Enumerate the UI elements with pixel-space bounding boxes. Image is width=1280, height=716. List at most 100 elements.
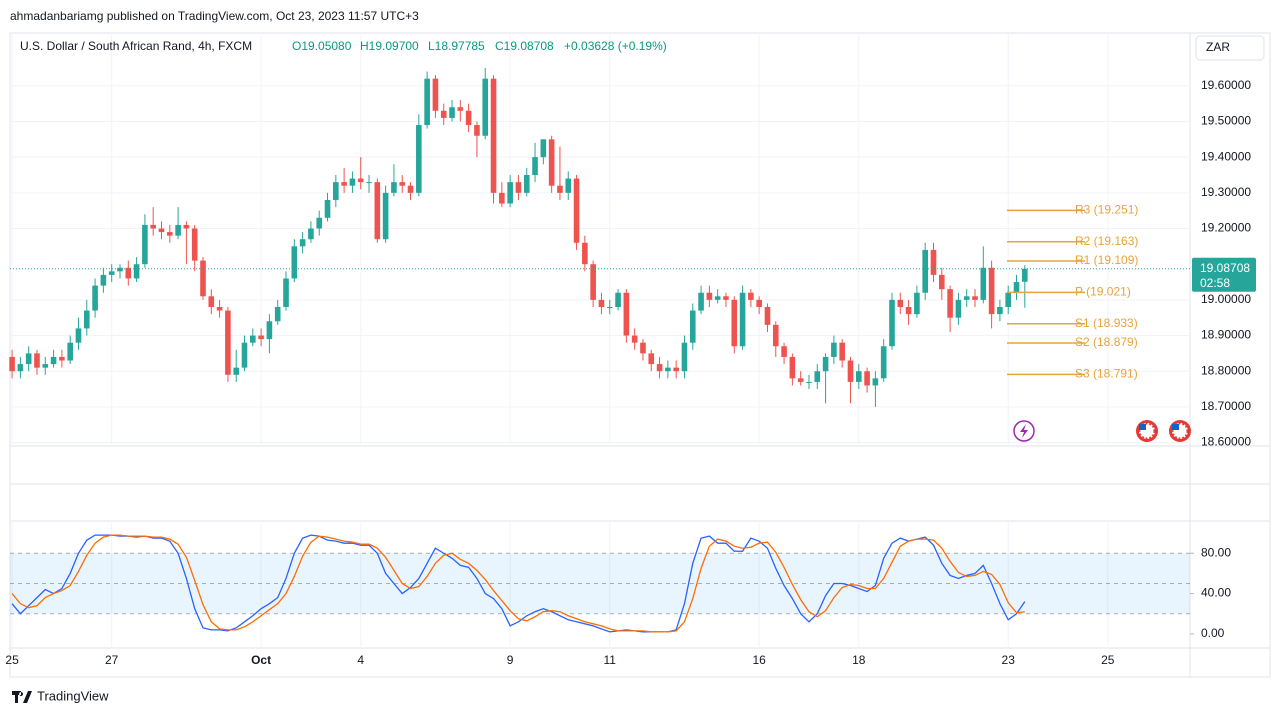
candle-body [449,107,455,118]
candle-body [772,324,779,347]
candle-body [299,239,306,247]
candle-body [963,296,970,300]
candle-body [897,299,904,307]
candle-body [640,342,646,354]
symbol-title: U.S. Dollar / South African Rand, 4h, FX… [20,39,252,53]
candle-body [731,299,738,347]
candle-body [548,139,555,186]
candle-body [806,381,812,383]
x-tick-label: 27 [105,653,119,667]
candle-body [698,292,704,311]
grid [10,33,1194,648]
candle-body [432,78,439,111]
candle-body [523,174,530,193]
indicator-line [11,534,1025,633]
candle-body [673,367,679,372]
candle-body [250,335,256,343]
candle-body [474,125,480,136]
candle-body [922,249,928,293]
candle-body [515,182,522,193]
candle-body [42,364,49,368]
candle-body [100,274,107,286]
candle-body [905,307,912,315]
y-tick-label: 18.90000 [1201,328,1251,342]
candle-body [573,178,580,243]
y-tick-label: 19.00000 [1201,292,1251,306]
candle-body [391,182,397,193]
candle-body [739,292,746,347]
attribution: ahmadanbariamg published on TradingView.… [10,9,419,23]
candle-body [689,310,696,343]
y-tick-label: 18.80000 [1201,363,1251,377]
y-tick-label: 19.50000 [1201,114,1251,128]
flag-canton [1172,424,1179,430]
marks [9,67,1190,633]
brand-logo [12,691,32,703]
currency-button[interactable] [1195,35,1265,61]
candle-body [34,353,40,368]
candle-body [183,224,190,229]
candle-body [416,125,422,193]
candle-body [889,299,895,347]
candle-body [67,342,73,361]
candle-body [748,292,754,300]
candle-body [465,110,472,126]
flag-canton [1139,424,1146,430]
candle-body [349,178,356,186]
candle-body [1022,268,1028,282]
y-tick-label: 19.40000 [1201,149,1251,163]
candle-body [980,267,987,300]
candle-body [324,199,331,218]
candle-body [606,307,613,308]
frame [9,32,1271,678]
candle-body [457,107,464,111]
candle-body [756,299,762,307]
flag-icon[interactable] [1169,420,1191,442]
candle-body [133,264,140,279]
lightning-icon [1020,424,1028,438]
currency-label[interactable]: ZAR [1206,40,1230,54]
y-tick-label: 80.00 [1201,545,1231,559]
candle-body [565,178,572,193]
candle-body [117,267,123,272]
candle-body [706,292,713,300]
candle-body [333,182,339,200]
candle-body [507,182,513,204]
candle-body [540,139,547,158]
y-tick-label: 18.70000 [1201,399,1251,413]
candle-body [930,249,937,275]
candle-body [382,192,389,240]
candle-body [665,367,671,372]
y-tick-label: 40.00 [1201,586,1231,600]
candle-body [357,178,364,183]
candle-body [656,364,663,372]
candle-body [440,110,447,118]
flag-icon[interactable] [1136,420,1158,442]
candle-body [241,342,248,368]
candle-body [108,271,115,275]
candle-body [582,242,588,265]
candle-body [797,378,804,382]
candle-body [316,217,323,229]
x-tick-label: 25 [5,653,19,667]
candle-body [723,296,729,300]
candle-body [914,292,920,315]
candle-body [557,185,563,193]
candle-body [25,353,32,365]
candle-body [83,310,90,329]
x-tick-label: 4 [357,653,364,667]
candle-body [590,264,596,300]
candle-body [831,342,837,357]
candle-body [681,342,688,372]
ohlc-open: O19.05080 [292,39,352,53]
candle-body [191,228,198,261]
candle-body [839,342,845,361]
candle-body [366,182,372,184]
pivot-label: R3 (19.251) [1075,202,1138,216]
x-tick-label: Oct [251,653,271,667]
candle-body [482,78,489,136]
ohlc-change: +0.03628 (+0.19%) [564,39,667,53]
last-price-tag [1192,257,1256,292]
candle-body [50,356,57,365]
